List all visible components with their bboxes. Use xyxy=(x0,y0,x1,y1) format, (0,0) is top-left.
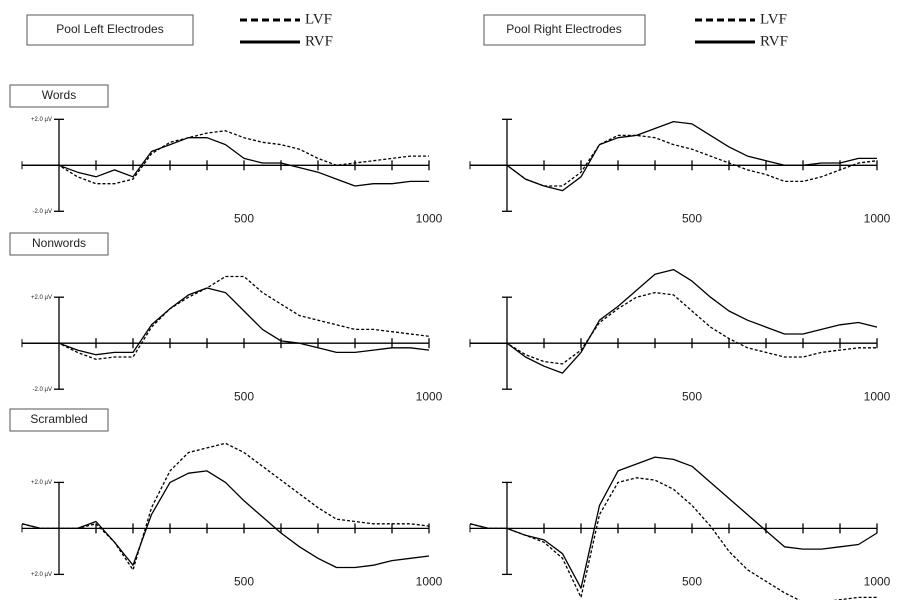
panel-label-box xyxy=(9,232,109,256)
x-tick-label: 500 xyxy=(234,575,254,589)
y-tick-label: +2.0 µV xyxy=(31,480,52,486)
column-header: Pool Left Electrodes xyxy=(56,22,163,36)
erp-line xyxy=(469,456,878,589)
erp-line xyxy=(470,134,878,187)
x-tick-label: 500 xyxy=(234,211,254,225)
y-tick-label: +2.0 µV xyxy=(31,117,52,123)
y-tick-label: +2.0 µV xyxy=(31,295,52,301)
legend-label: LVF xyxy=(305,11,332,27)
panel-label-box xyxy=(9,408,109,432)
x-tick-label: 1000 xyxy=(864,211,891,225)
x-tick-label: 500 xyxy=(682,389,702,403)
legend-label: LVF xyxy=(760,11,787,27)
panel-label: Words xyxy=(42,88,76,102)
x-tick-label: 500 xyxy=(682,575,702,589)
x-tick-label: 1000 xyxy=(864,575,891,589)
erp-line xyxy=(469,477,877,600)
panel-label: Nonwords xyxy=(32,236,86,250)
erp-line xyxy=(22,137,429,187)
column-header: Pool Right Electrodes xyxy=(506,22,621,36)
legend-label: RVF xyxy=(305,33,333,49)
erp-line xyxy=(21,442,430,571)
erp-line xyxy=(22,130,429,185)
column-header-box xyxy=(483,14,646,46)
x-tick-label: 1000 xyxy=(416,211,443,225)
panel-label: Scrambled xyxy=(30,412,87,426)
y-tick-label: +2.0 µV xyxy=(31,572,52,578)
x-tick-label: 1000 xyxy=(416,575,443,589)
x-tick-label: 1000 xyxy=(864,389,891,403)
erp-line xyxy=(22,275,430,360)
erp-line xyxy=(470,120,877,192)
y-tick-label: -2.0 µV xyxy=(33,387,52,393)
erp-line xyxy=(21,470,430,569)
erp-line xyxy=(22,287,430,356)
x-tick-label: 1000 xyxy=(416,389,443,403)
panel-label-box xyxy=(9,84,109,108)
erp-line xyxy=(470,268,878,374)
x-tick-label: 500 xyxy=(234,389,254,403)
y-tick-label: -2.0 µV xyxy=(33,209,52,215)
column-header-box xyxy=(26,14,194,46)
erp-line xyxy=(470,291,877,365)
x-tick-label: 500 xyxy=(682,211,702,225)
legend-label: RVF xyxy=(760,33,788,49)
